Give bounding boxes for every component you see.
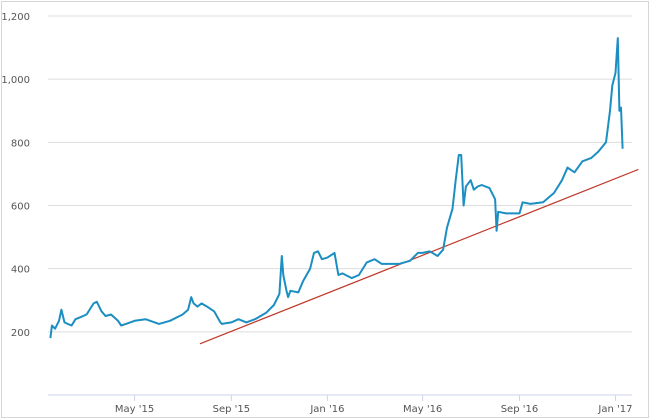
y-tick-label: 1,200 xyxy=(1,12,30,23)
x-tick-label: May '16 xyxy=(403,404,442,415)
y-tick-label: 200 xyxy=(11,328,30,339)
y-tick-label: 1,000 xyxy=(1,75,30,86)
price-series-line xyxy=(49,37,624,339)
x-tick-label: Sep '16 xyxy=(501,404,539,415)
x-tick-label: Jan '16 xyxy=(309,404,344,415)
y-tick-label: 400 xyxy=(11,265,30,276)
x-tick-label: May '15 xyxy=(115,404,154,415)
x-tick-label: Sep '15 xyxy=(213,404,251,415)
y-tick-label: 600 xyxy=(11,202,30,213)
y-tick-label: 800 xyxy=(11,138,30,149)
x-tick-label: Jan '17 xyxy=(597,404,632,415)
trendline xyxy=(199,168,639,345)
